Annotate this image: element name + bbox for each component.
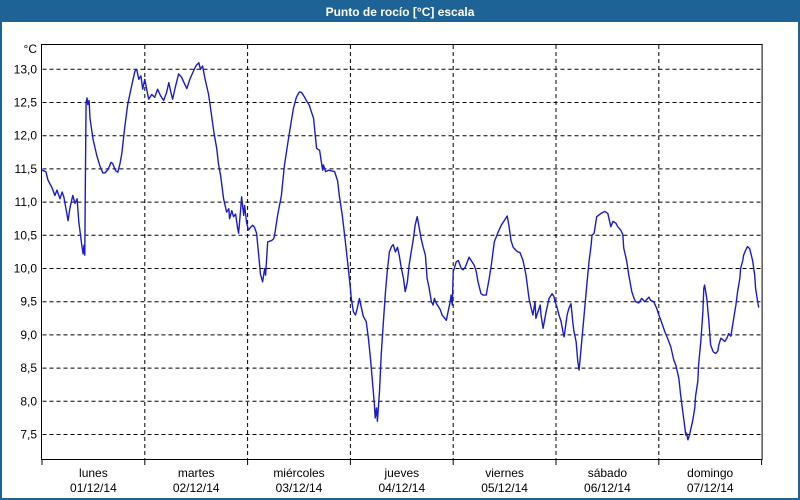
x-date-label: 01/12/14 (70, 481, 117, 495)
x-date-label: 06/12/14 (584, 481, 631, 495)
y-tick-label: 7,5 (20, 428, 37, 442)
x-date-label: 02/12/14 (173, 481, 220, 495)
y-axis-unit-label: °C (24, 42, 38, 56)
y-tick-label: 9,0 (20, 328, 37, 342)
y-tick-label: 13,0 (14, 62, 38, 76)
y-tick-label: 11,5 (15, 162, 38, 176)
y-tick-label: 8,5 (20, 361, 37, 375)
x-date-label: 07/12/14 (687, 481, 734, 495)
x-day-label: lunes (79, 466, 108, 480)
y-tick-label: 12,5 (14, 96, 38, 110)
x-date-label: 04/12/14 (378, 481, 425, 495)
x-day-label: martes (178, 466, 215, 480)
y-tick-label: 9,5 (20, 295, 37, 309)
x-day-label: jueves (383, 466, 419, 480)
dewpoint-series-line (41, 62, 760, 441)
chart-title: Punto de rocío [°C] escala (325, 5, 475, 19)
y-tick-label: 11,0 (15, 195, 38, 209)
x-day-label: domingo (687, 466, 733, 480)
window-titlebar: Punto de rocío [°C] escala (2, 2, 798, 22)
plot-area (41, 44, 763, 460)
x-day-label: viernes (485, 466, 524, 480)
y-tick-label: 10,5 (14, 228, 38, 242)
x-date-label: 05/12/14 (481, 481, 528, 495)
y-tick-label: 12,0 (14, 129, 38, 143)
y-tick-label: 8,0 (20, 394, 37, 408)
y-tick-label: 10,0 (14, 262, 38, 276)
x-day-label: miércoles (273, 466, 324, 480)
x-day-label: sábado (588, 466, 628, 480)
x-date-label: 03/12/14 (276, 481, 323, 495)
